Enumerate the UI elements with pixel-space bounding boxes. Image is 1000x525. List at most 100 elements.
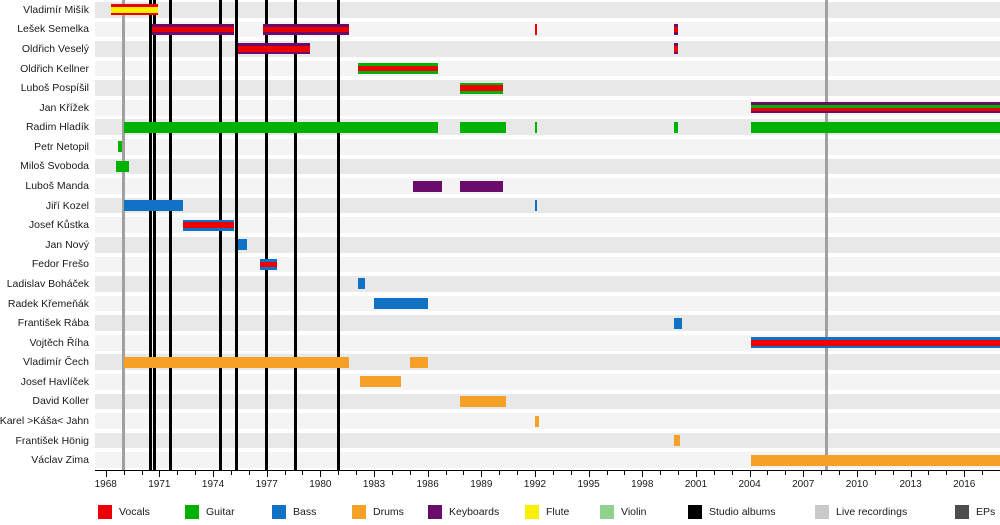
member-name-label: Vojtěch Říha: [29, 336, 89, 349]
timeline-plot-area[interactable]: [95, 0, 1000, 470]
axis-tick-major: [266, 470, 268, 477]
member-name-label: Vladimír Čech: [23, 356, 89, 369]
axis-tick-minor: [338, 470, 340, 475]
member-role-bar[interactable]: [123, 200, 183, 212]
timeline-row-band: [95, 393, 1000, 410]
axis-tick-label: 1995: [577, 479, 600, 490]
timeline-row-band: [95, 197, 1000, 214]
member-role-bar[interactable]: [459, 82, 503, 94]
timeline-row-band: [95, 139, 1000, 155]
axis-tick-label: 2016: [953, 479, 976, 490]
axis-tick-minor: [141, 470, 143, 475]
legend-item[interactable]: Drums: [352, 505, 404, 519]
axis-tick-minor: [284, 470, 286, 475]
axis-tick-label: 1971: [148, 479, 171, 490]
axis-tick-major: [427, 470, 429, 477]
axis-tick-minor: [552, 470, 554, 475]
axis-tick-minor: [123, 470, 125, 475]
member-role-bar[interactable]: [263, 23, 349, 35]
member-role-bar[interactable]: [152, 23, 235, 35]
timeline-row-band: [95, 236, 1000, 253]
axis-tick-minor: [892, 470, 894, 475]
member-role-bar[interactable]: [674, 317, 682, 329]
swatch-icon: [688, 505, 702, 519]
member-role-bar[interactable]: [116, 160, 129, 172]
legend-label: Keyboards: [449, 506, 500, 518]
member-role-bar[interactable]: [413, 180, 442, 192]
role-stripe: [238, 46, 310, 52]
member-role-bar[interactable]: [357, 63, 439, 74]
member-role-bar[interactable]: [459, 395, 507, 407]
member-name-label: Lešek Semelka: [17, 23, 89, 36]
legend-item[interactable]: Flute: [525, 505, 569, 519]
member-role-bar[interactable]: [674, 23, 679, 35]
role-stripe: [751, 104, 1000, 108]
member-name-label: Josef Kůstka: [28, 219, 89, 232]
member-role-bar[interactable]: [459, 121, 507, 133]
member-role-bar[interactable]: [357, 278, 366, 290]
axis-tick-major: [213, 470, 215, 477]
member-role-bar[interactable]: [751, 102, 1000, 114]
axis-tick-minor: [982, 470, 984, 475]
legend-item[interactable]: Keyboards: [428, 505, 499, 519]
axis-tick-minor: [248, 470, 250, 475]
member-role-bar[interactable]: [111, 4, 158, 16]
legend-item[interactable]: Guitar: [185, 505, 235, 519]
legend-label: Vocals: [119, 506, 150, 518]
swatch-icon: [352, 505, 366, 519]
role-stripe: [263, 26, 349, 33]
axis-tick-minor: [409, 470, 411, 475]
member-role-bar[interactable]: [751, 121, 1000, 133]
swatch-icon: [955, 505, 969, 519]
member-role-bar[interactable]: [359, 376, 401, 388]
member-role-bar[interactable]: [123, 356, 349, 368]
axis-tick-label: 2010: [845, 479, 869, 490]
member-role-bar[interactable]: [674, 435, 680, 447]
swatch-icon: [98, 505, 112, 519]
axis-tick-minor: [678, 470, 680, 475]
member-name-label: Miloš Svoboda: [20, 160, 89, 173]
axis-tick-minor: [391, 470, 393, 475]
axis-tick-major: [481, 470, 483, 477]
member-role-bar[interactable]: [751, 337, 1000, 349]
member-name-column: Vladimír Mišík Lešek Semelka Oldřich Vesel…: [0, 0, 95, 470]
axis-tick-major: [534, 470, 536, 477]
member-role-bar[interactable]: [238, 239, 248, 251]
legend-item[interactable]: Live recordings: [815, 505, 907, 519]
role-stripe: [111, 6, 158, 13]
member-role-bar[interactable]: [259, 258, 278, 270]
legend-item[interactable]: Bass: [272, 505, 316, 519]
member-role-bar[interactable]: [674, 121, 679, 133]
member-role-bar[interactable]: [534, 200, 537, 212]
axis-tick-minor: [821, 470, 823, 475]
role-stripe: [674, 46, 679, 52]
member-role-bar[interactable]: [534, 23, 537, 35]
legend-item[interactable]: Violin: [600, 505, 647, 519]
timeline-row-band: [95, 276, 1000, 292]
member-role-bar[interactable]: [534, 415, 539, 427]
axis-tick-minor: [570, 470, 572, 475]
member-role-bar[interactable]: [238, 43, 310, 55]
member-role-bar[interactable]: [182, 219, 235, 231]
member-role-bar[interactable]: [374, 298, 428, 309]
member-name-label: David Koller: [32, 395, 89, 408]
member-role-bar[interactable]: [534, 121, 537, 133]
role-stripe: [259, 261, 278, 268]
legend-item[interactable]: EPs: [955, 505, 995, 519]
member-role-bar[interactable]: [751, 454, 1000, 466]
legend-item[interactable]: Studio albums: [688, 505, 776, 519]
member-role-bar[interactable]: [674, 43, 679, 55]
axis-tick-label: 1980: [309, 479, 332, 490]
member-role-bar[interactable]: [123, 121, 439, 133]
axis-tick-minor: [517, 470, 519, 475]
release-marker-line: [825, 0, 828, 470]
timeline-row-band: [95, 413, 1000, 429]
member-role-bar[interactable]: [409, 356, 428, 368]
member-role-bar[interactable]: [118, 141, 122, 153]
member-name-label: Ladislav Boháček: [6, 277, 89, 290]
legend-item[interactable]: Vocals: [98, 505, 150, 519]
member-name-label: Josef Havlíček: [20, 375, 89, 388]
member-name-label: Oldřich Kellner: [20, 62, 89, 75]
member-role-bar[interactable]: [459, 180, 503, 192]
release-marker-line: [148, 0, 152, 470]
